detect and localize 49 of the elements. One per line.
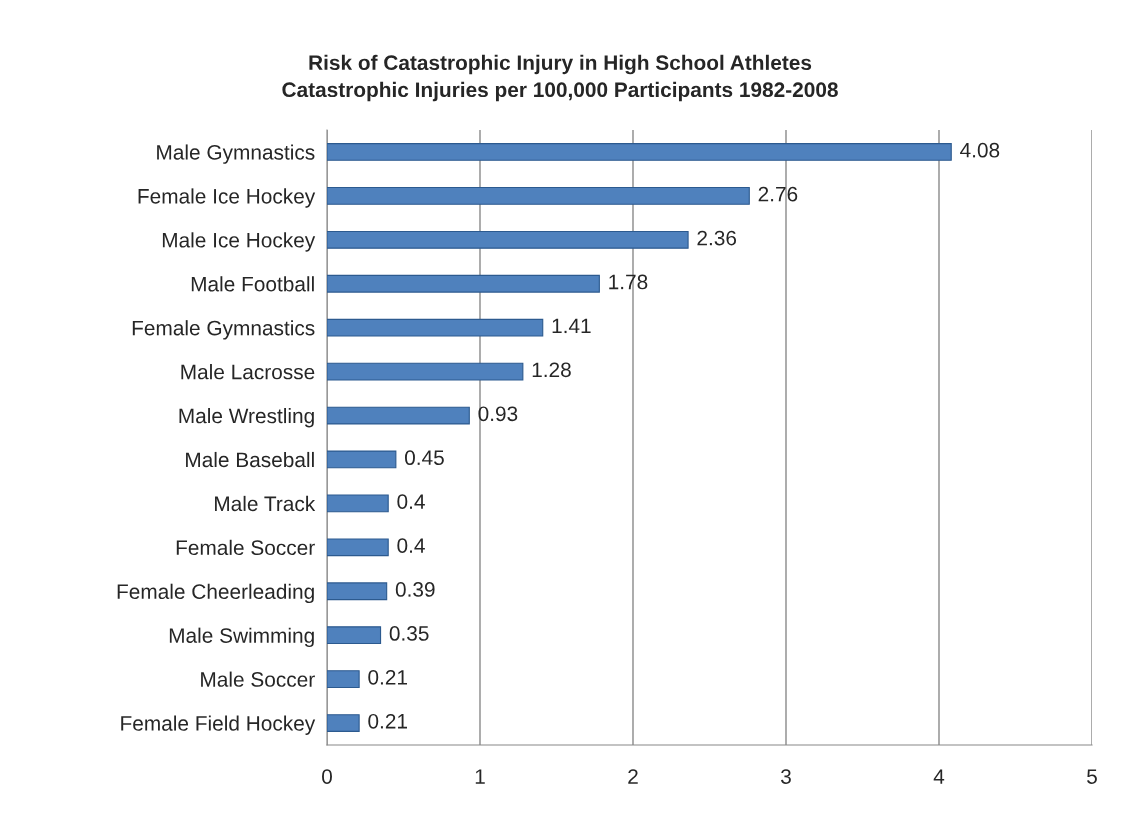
y-tick-label: Female Cheerleading <box>117 583 314 604</box>
x-tick-label: 3 <box>781 769 791 784</box>
bar <box>327 274 600 293</box>
data-label: 2.36 <box>697 230 737 246</box>
data-label: 1.78 <box>609 274 648 290</box>
y-tick-label: Female Ice Hockey <box>138 188 316 208</box>
data-label: 1.41 <box>552 318 591 334</box>
x-tick-label: 2 <box>628 769 638 784</box>
y-tick-label: Male Gymnastics <box>157 144 315 164</box>
bar <box>327 582 388 601</box>
y-tick-label: Female Soccer <box>176 539 315 556</box>
bar <box>327 362 524 381</box>
data-label: 0.39 <box>395 582 435 597</box>
y-tick-label: Male Wrestling <box>179 407 314 428</box>
y-tick-label: Male Track <box>215 495 316 512</box>
bar <box>327 230 689 249</box>
y-tick-label: Male Baseball <box>186 451 314 468</box>
bar <box>327 626 382 645</box>
x-tick-label: 1 <box>475 769 485 784</box>
bar <box>327 538 389 557</box>
data-label: 1.28 <box>532 362 571 378</box>
y-tick-label: Male Soccer <box>201 671 315 687</box>
data-label: 0.4 <box>397 494 425 509</box>
bar <box>327 186 750 205</box>
chart-title: Risk of Catastrophic Injury in High School Athletes Catastrophic Injuries per 100,000 Participants 1982-2008 <box>282 54 838 102</box>
y-tick-label: Male Lacrosse <box>181 364 315 380</box>
x-tick-label: 4 <box>933 769 945 784</box>
data-label: 0.45 <box>405 450 444 466</box>
data-label: 0.93 <box>478 406 518 422</box>
bar <box>327 143 952 161</box>
data-label: 0.21 <box>368 713 407 729</box>
bar <box>327 406 470 425</box>
y-tick-label: Female Gymnastics <box>132 320 315 340</box>
data-label: 0.35 <box>389 626 429 641</box>
bar <box>327 714 360 732</box>
data-label: 4.08 <box>960 142 1000 158</box>
x-tick-label: 0 <box>322 769 332 784</box>
bar <box>327 670 360 689</box>
data-label: 2.76 <box>758 186 798 202</box>
x-tick-label: 5 <box>1087 769 1097 784</box>
y-tick-label: Male Swimming <box>169 627 314 648</box>
y-tick-label: Female Field Hockey <box>121 715 316 735</box>
data-label: 0.21 <box>368 669 407 685</box>
y-tick-label: Male Football <box>191 276 314 292</box>
bar <box>327 494 389 513</box>
bar <box>327 450 397 469</box>
y-tick-label: Male Ice Hockey <box>162 232 316 252</box>
data-label: 0.4 <box>397 538 425 553</box>
bar <box>327 318 544 337</box>
